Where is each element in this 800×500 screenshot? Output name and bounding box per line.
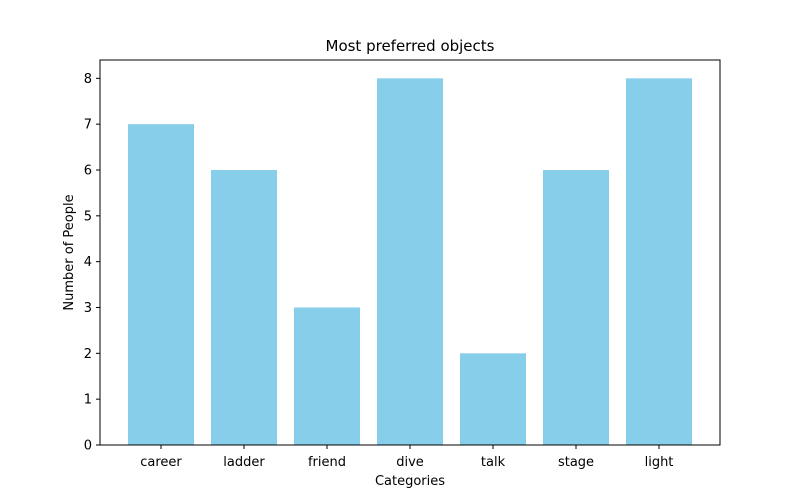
x-tick-label: light [645,455,674,470]
bar-stage [543,170,609,445]
y-tick-label: 1 [84,393,92,408]
y-tick-label: 3 [84,301,92,316]
x-tick-label: ladder [223,455,265,470]
bar-light [626,78,692,445]
y-tick-label: 7 [84,118,92,133]
y-tick-label: 2 [84,347,92,362]
x-axis-ticks: career ladder friend dive talk stage light [140,445,673,470]
bar-career [128,124,194,446]
y-tick-label: 4 [84,255,92,270]
bar-talk [460,353,526,445]
y-tick-label: 6 [84,164,92,179]
bar-dive [377,78,443,445]
y-axis-ticks: 0 1 2 3 4 5 6 7 8 [84,72,100,454]
x-tick-label: friend [308,455,346,470]
bars-group [128,78,692,446]
y-tick-label: 8 [84,72,92,87]
bar-ladder [211,170,277,445]
x-tick-label: dive [396,455,424,470]
bar-friend [294,307,360,445]
x-axis-label: Categories [375,474,445,489]
y-axis-label: Number of People [62,194,77,310]
x-tick-label: talk [481,455,506,470]
chart-title: Most preferred objects [326,37,495,55]
x-tick-label: stage [558,455,594,470]
x-tick-label: career [140,455,182,470]
y-tick-label: 5 [84,209,92,224]
y-tick-label: 0 [84,439,92,454]
